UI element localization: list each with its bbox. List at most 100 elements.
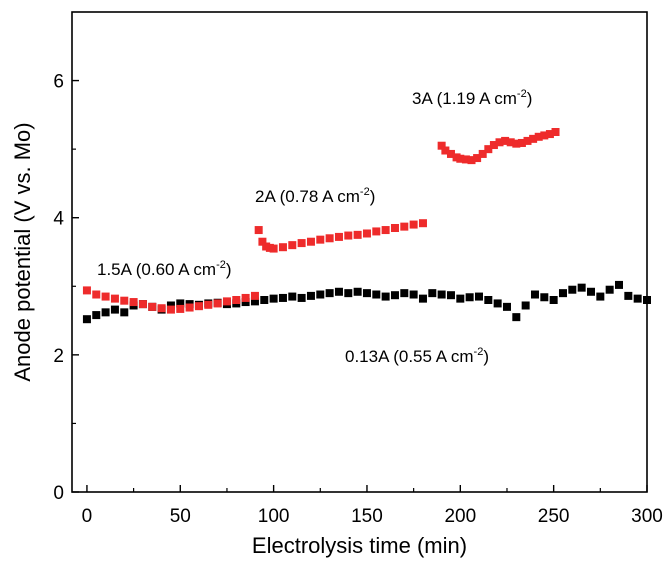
black-data-point [120, 308, 129, 317]
red-data-point [278, 243, 287, 252]
y-tick-label: 2 [53, 346, 64, 367]
x-tick-label: 250 [538, 506, 570, 527]
data-markers [82, 128, 651, 324]
red-data-point [254, 226, 263, 235]
red-data-point [534, 132, 543, 141]
x-tick-label: 100 [258, 506, 290, 527]
black-data-point [624, 291, 633, 300]
black-data-point [362, 289, 371, 298]
black-data-point [568, 285, 577, 294]
black-data-point [381, 292, 390, 301]
black-data-point [344, 289, 353, 298]
black-data-point [297, 293, 306, 302]
red-data-point [473, 154, 482, 163]
black-data-point [92, 311, 101, 320]
black-data-point [400, 289, 409, 298]
black-data-point [82, 315, 91, 324]
black-data-point [278, 293, 287, 302]
red-data-point [489, 141, 498, 150]
red-data-point [110, 294, 119, 303]
red-data-point [540, 131, 549, 140]
red-data-point [101, 292, 110, 301]
black-data-point [633, 294, 642, 303]
black-data-point [241, 298, 250, 307]
red-data-point [213, 299, 222, 308]
black-data-point [446, 291, 455, 300]
black-data-point [166, 301, 175, 310]
black-data-point [521, 301, 530, 310]
red-data-point [484, 145, 493, 154]
black-data-point [549, 296, 558, 304]
red-data-point [232, 296, 241, 304]
red-data-point [325, 234, 334, 243]
black-data-point [512, 313, 521, 322]
x-tick-label: 150 [351, 506, 383, 527]
black-data-point [558, 289, 567, 298]
red-data-point [409, 220, 418, 229]
y-tick-label: 0 [53, 483, 64, 504]
x-axis-title: Electrolysis time (min) [252, 533, 467, 558]
red-data-point [372, 227, 381, 236]
y-axis-title: Anode potential (V vs. Mo) [10, 122, 35, 381]
red-data-point [362, 229, 371, 238]
black-data-point [176, 299, 185, 308]
red-data-point [478, 149, 487, 158]
red-data-point [495, 138, 504, 147]
red-data-point [334, 232, 343, 241]
black-data-point [614, 280, 623, 289]
black-data-point [493, 299, 502, 308]
annotation-0p13a: 0.13A (0.55 A cm-2) [345, 346, 489, 366]
red-data-point [551, 128, 560, 136]
black-data-point [390, 291, 399, 300]
black-data-point [577, 283, 586, 292]
red-data-point [306, 237, 315, 246]
black-data-point [288, 292, 297, 301]
red-data-point [461, 155, 470, 164]
black-data-point [353, 287, 362, 296]
x-tick-label: 200 [444, 506, 476, 527]
red-data-point [176, 304, 185, 313]
plot-frame [71, 11, 648, 493]
red-data-point [456, 154, 465, 163]
red-data-point [501, 136, 510, 145]
red-data-point [269, 244, 278, 253]
red-data-point [400, 222, 409, 231]
black-data-point [428, 289, 437, 298]
black-data-point [101, 308, 110, 317]
black-data-point [334, 287, 343, 296]
black-data-point [437, 290, 446, 299]
red-data-point [258, 237, 267, 246]
red-data-point [418, 219, 427, 228]
red-data-point [316, 235, 325, 244]
red-data-point [297, 239, 306, 248]
red-data-point [148, 302, 157, 311]
black-data-point [474, 292, 483, 301]
black-data-point [269, 294, 278, 303]
black-data-point [250, 297, 259, 306]
red-data-point [194, 302, 203, 311]
black-data-point [316, 290, 325, 299]
red-data-point [92, 290, 101, 299]
black-data-point [586, 287, 595, 296]
red-data-point [545, 130, 554, 139]
red-data-point [353, 230, 362, 239]
black-data-point [540, 293, 549, 302]
black-data-point [372, 290, 381, 299]
red-data-point [120, 296, 129, 305]
black-data-point [260, 296, 269, 304]
red-data-point [166, 305, 175, 314]
black-data-point [484, 296, 493, 304]
black-data-point [409, 290, 418, 299]
red-data-point [222, 297, 231, 306]
annotation-3a: 3A (1.19 A cm-2) [412, 88, 532, 108]
red-data-point [288, 241, 297, 250]
red-data-point [390, 224, 399, 232]
black-data-point [530, 290, 539, 299]
black-data-point [596, 292, 605, 301]
x-tick-label: 50 [170, 506, 191, 527]
annotation-2a: 2A (0.78 A cm-2) [255, 186, 375, 206]
red-data-point [467, 156, 476, 165]
red-data-point [441, 146, 450, 155]
black-data-point [502, 302, 511, 311]
black-data-point [605, 285, 614, 294]
